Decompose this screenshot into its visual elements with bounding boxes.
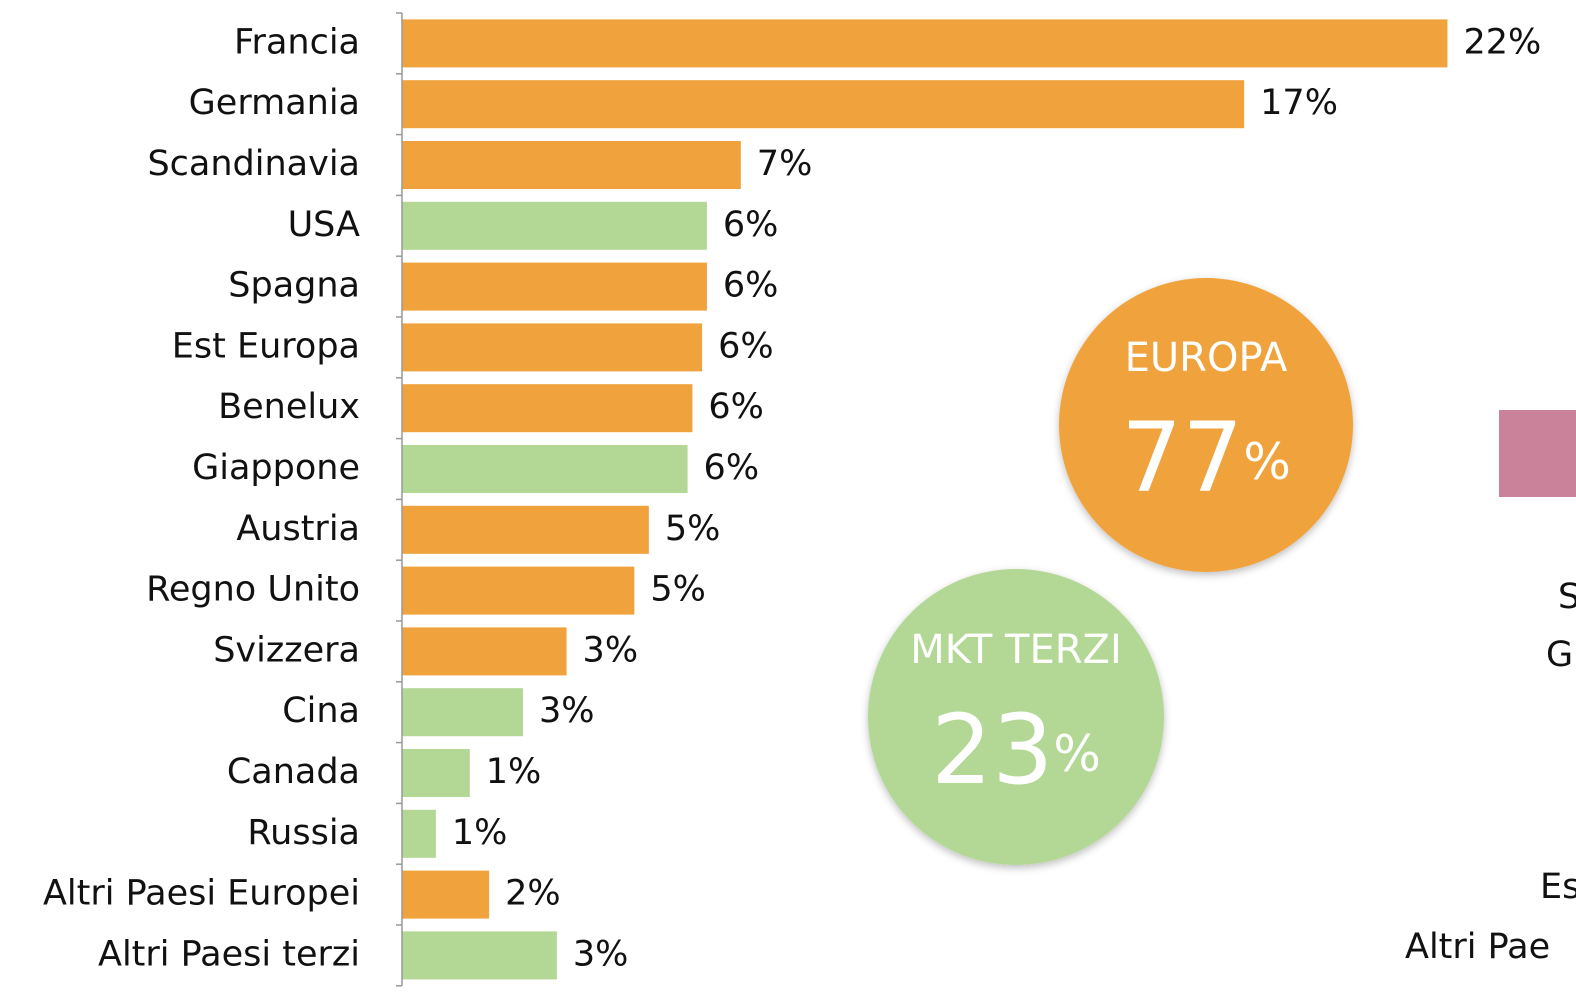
y-tick-label: Spagna <box>228 266 360 306</box>
data-label: 7% <box>757 144 813 184</box>
y-tick-label: Regno Unito <box>146 570 360 610</box>
bar <box>402 80 1245 129</box>
bar <box>402 201 707 250</box>
bar <box>402 505 649 554</box>
data-label: 6% <box>704 448 760 488</box>
bar <box>402 384 693 433</box>
bubble-unit: % <box>1053 725 1101 783</box>
data-label: 1% <box>486 752 542 792</box>
y-tick-label: Francia <box>234 22 360 62</box>
y-tick-label: Russia <box>247 813 360 853</box>
y-tick-label: USA <box>288 205 360 245</box>
bubble-number: 23 <box>931 694 1053 806</box>
bar <box>402 141 741 189</box>
data-label: 6% <box>723 205 779 245</box>
bubble-value: 23% <box>931 694 1101 806</box>
data-label: 22% <box>1463 22 1541 62</box>
y-tick-label: Canada <box>227 752 360 792</box>
y-tick-label: Austria <box>236 509 360 549</box>
bar <box>402 749 470 797</box>
cut-off-mark <box>1499 410 1576 497</box>
bubble: MKT TERZI 23% <box>868 569 1164 865</box>
data-label: 1% <box>452 813 508 853</box>
y-tick-label: Benelux <box>218 387 360 427</box>
data-label: 5% <box>650 570 706 610</box>
data-label: 5% <box>665 509 721 549</box>
bar <box>402 445 688 493</box>
y-tick-label: Altri Paesi Europei <box>43 874 360 914</box>
bar <box>402 627 567 676</box>
y-tick-label: Svizzera <box>213 630 360 670</box>
bubble-number: 77 <box>1121 402 1243 514</box>
bar <box>402 262 707 311</box>
y-tick-label: Giappone <box>192 448 360 488</box>
data-label: 3% <box>583 630 639 670</box>
bubble-value: 77% <box>1121 402 1291 514</box>
bar <box>402 323 703 372</box>
bar <box>402 870 490 919</box>
y-tick-label: Germania <box>189 83 360 123</box>
bar <box>402 809 436 858</box>
bubble-label: MKT TERZI <box>910 627 1121 673</box>
data-label: 3% <box>539 691 595 731</box>
bar <box>402 688 523 737</box>
y-tick-label: Scandinavia <box>147 144 360 184</box>
cut-off-label: Altri Pae <box>1405 927 1550 967</box>
cut-off-label: Es <box>1540 867 1576 907</box>
bar <box>402 566 635 615</box>
bar <box>402 19 1448 68</box>
bubble: EUROPA 77% <box>1059 278 1353 572</box>
data-label: 3% <box>573 934 629 974</box>
data-label: 17% <box>1260 83 1338 123</box>
bubble-label: EUROPA <box>1125 335 1288 381</box>
bubble-circle <box>1059 278 1353 572</box>
data-label: 2% <box>505 874 561 914</box>
cut-off-label: S <box>1558 577 1576 617</box>
data-label: 6% <box>708 387 764 427</box>
y-tick-label: Est Europa <box>172 326 360 366</box>
data-label: 6% <box>718 326 774 366</box>
bubble-unit: % <box>1243 433 1291 491</box>
bar <box>402 931 557 980</box>
cut-off-label: G <box>1546 635 1573 675</box>
bubble-circle <box>868 569 1164 865</box>
data-label: 6% <box>723 266 779 306</box>
y-tick-label: Altri Paesi terzi <box>98 934 360 974</box>
y-tick-label: Cina <box>282 691 360 731</box>
